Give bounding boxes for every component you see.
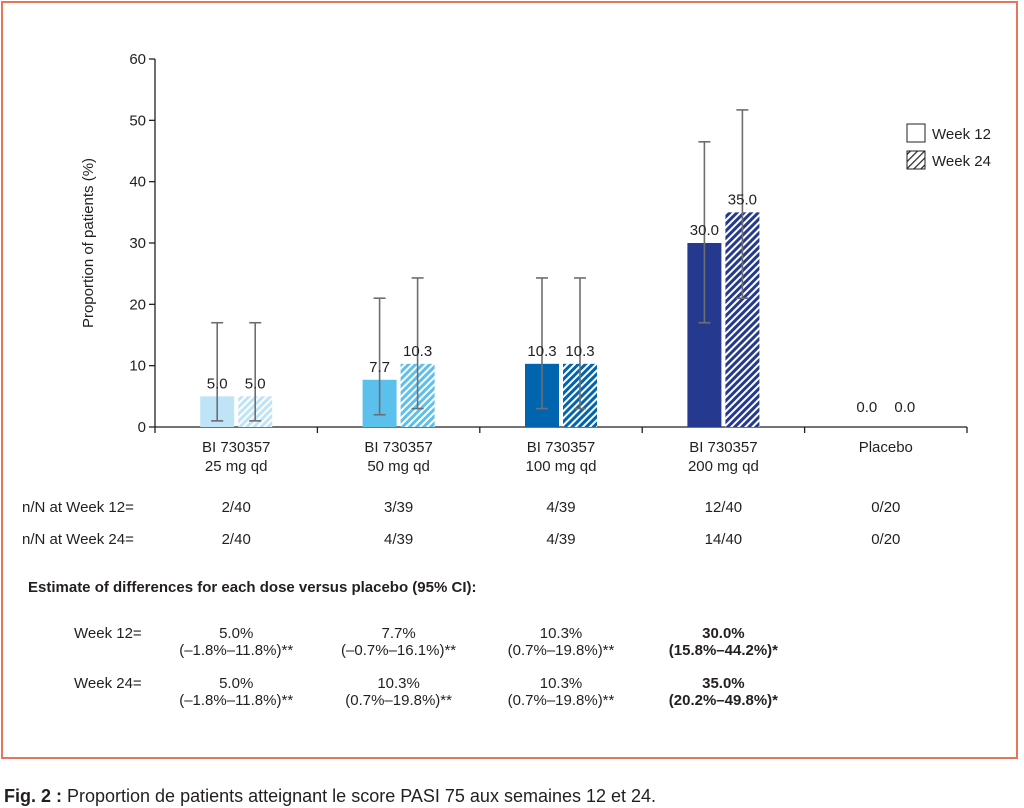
estimate-cell: (–1.8%–11.8%)** [179, 642, 294, 659]
counts-cell: 4/39 [546, 531, 576, 548]
estimate-cell: (–0.7%–16.1%)** [341, 642, 457, 659]
y-tick-label: 40 [129, 174, 146, 191]
x-category-label: BI 730357 [202, 439, 270, 456]
x-category-label: BI 730357 [689, 439, 757, 456]
x-category-label: BI 730357 [364, 439, 432, 456]
estimate-cell: (20.2%–49.8%)* [668, 692, 779, 709]
legend-swatch [906, 150, 926, 170]
estimates-title: Estimate of differences for each dose ve… [28, 579, 477, 596]
y-axis-label: Proportion of patients (%) [80, 158, 97, 328]
bar-value-label: 5.0 [245, 375, 266, 392]
figure-caption: Fig. 2 : Proportion de patients atteigna… [4, 786, 656, 807]
estimate-cell: 7.7% [381, 625, 416, 642]
bar-value-label: 5.0 [207, 375, 228, 392]
bar-value-label: 7.7 [369, 359, 390, 376]
counts-cell: 2/40 [221, 531, 251, 548]
legend-label: Week 24 [932, 153, 991, 170]
y-tick-label: 60 [129, 51, 146, 68]
bar-value-label: 35.0 [728, 191, 757, 208]
counts-cell: 4/39 [546, 499, 576, 516]
figure-frame [1, 1, 1018, 759]
y-tick-label: 0 [138, 419, 146, 436]
bar-value-label: 10.3 [403, 343, 432, 360]
estimate-cell: 5.0% [219, 625, 254, 642]
caption-label: Fig. 2 : [4, 786, 62, 806]
counts-cell: 3/39 [383, 499, 414, 516]
estimate-cell: 10.3% [377, 675, 420, 692]
estimate-cell: 10.3% [539, 675, 583, 692]
x-category-label: BI 730357 [527, 439, 595, 456]
y-tick-label: 50 [129, 112, 146, 129]
counts-cell: 4/39 [383, 531, 414, 548]
bar-value-label: 0.0 [894, 399, 915, 416]
estimate-cell: 35.0% [702, 675, 745, 692]
x-category-sublabel: 200 mg qd [688, 458, 759, 475]
legend-swatch [906, 123, 926, 143]
counts-cell: 0/20 [871, 531, 901, 548]
counts-cell: 0/20 [871, 499, 901, 516]
estimate-cell: (0.7%–19.8%)** [507, 642, 615, 659]
y-tick-label: 10 [129, 358, 146, 375]
estimate-row-label: Week 24= [74, 675, 142, 692]
chart-labels: 5.0 7.7 10.3 30.0 0.0 5.0 10.3 10.3 35.0 0.0 [207, 191, 915, 416]
caption-text: Proportion de patients atteignant le sco… [62, 786, 657, 806]
chart-bars [200, 109, 760, 427]
legend-label: Week 12 [932, 126, 991, 143]
bar-value-label: 10.3 [527, 343, 556, 360]
x-category-label: Placebo [859, 439, 913, 456]
counts-cell: 2/40 [221, 499, 251, 516]
counts-cell: 12/40 [704, 499, 743, 516]
x-category-sublabel: 100 mg qd [526, 458, 597, 475]
estimate-cell: 30.0% [702, 625, 745, 642]
chart-legend: Week 12 Week 24 [906, 123, 991, 170]
counts-cell: 14/40 [704, 531, 743, 548]
bar-value-label: 0.0 [856, 399, 877, 416]
chart-axes: 0 10 20 30 40 50 60 Proportion of patients (%) B… [80, 51, 968, 475]
estimate-cell: (0.7%–19.8%)** [345, 692, 452, 709]
estimate-row-label: Week 12= [74, 625, 142, 642]
estimate-cell: (–1.8%–11.8%)** [179, 692, 294, 709]
estimate-cell: 5.0% [219, 675, 254, 692]
bar-value-label: 10.3 [565, 343, 594, 360]
counts-row-label: n/N at Week 12= [22, 499, 134, 516]
estimate-cell: (0.7%–19.8%)** [507, 692, 615, 709]
x-category-sublabel: 25 mg qd [205, 458, 268, 475]
y-tick-label: 30 [129, 235, 146, 252]
estimate-cell: 10.3% [539, 625, 583, 642]
counts-row-label: n/N at Week 24= [22, 531, 134, 548]
y-tick-label: 20 [129, 296, 146, 313]
estimate-cell: (15.8%–44.2%)* [668, 642, 779, 659]
bar-value-label: 30.0 [690, 222, 719, 239]
x-category-sublabel: 50 mg qd [367, 458, 430, 475]
